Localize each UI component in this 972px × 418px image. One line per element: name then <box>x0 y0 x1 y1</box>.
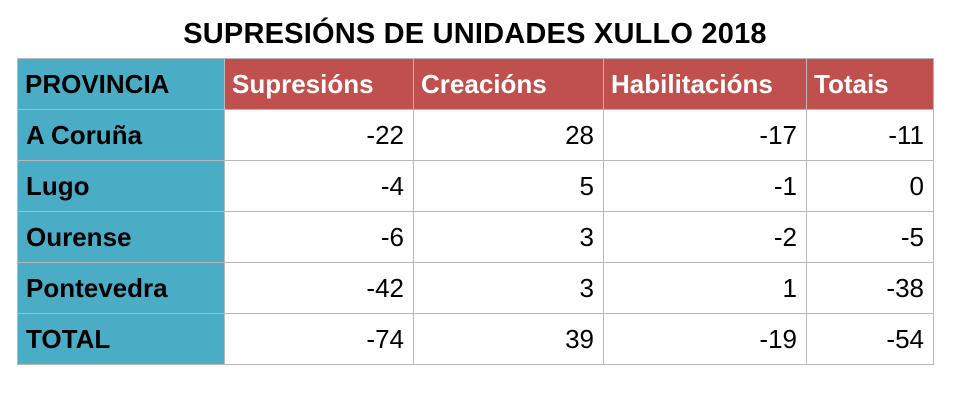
creacions-cell: 3 <box>413 211 604 263</box>
header-totais: Totais <box>806 58 934 110</box>
habilitacions-cell: 1 <box>603 262 807 314</box>
supresions-cell: -6 <box>224 211 414 263</box>
totais-cell: -5 <box>806 211 934 263</box>
table-row: A Coruña -22 28 -17 -11 <box>17 109 934 161</box>
province-cell: TOTAL <box>17 313 225 365</box>
table-row: Ourense -6 3 -2 -5 <box>17 211 934 263</box>
totais-cell: -38 <box>806 262 934 314</box>
table-total-row: TOTAL -74 39 -19 -54 <box>17 313 934 365</box>
habilitacions-cell: -1 <box>603 160 807 212</box>
header-supresions: Supresións <box>224 58 414 110</box>
creacions-cell: 3 <box>413 262 604 314</box>
creacions-cell: 5 <box>413 160 604 212</box>
header-habilitacions: Habilitacións <box>603 58 807 110</box>
totais-cell: -11 <box>806 109 934 161</box>
supresions-cell: -22 <box>224 109 414 161</box>
supresions-cell: -74 <box>224 313 414 365</box>
table-row: Lugo -4 5 -1 0 <box>17 160 934 212</box>
header-creacions: Creacións <box>413 58 604 110</box>
units-table: PROVINCIA Supresións Creacións Habilitac… <box>17 58 934 365</box>
totais-cell: 0 <box>806 160 934 212</box>
habilitacions-cell: -17 <box>603 109 807 161</box>
creacions-cell: 28 <box>413 109 604 161</box>
province-cell: A Coruña <box>17 109 225 161</box>
province-cell: Pontevedra <box>17 262 225 314</box>
province-cell: Ourense <box>17 211 225 263</box>
document-title: SUPRESIÓNS DE UNIDADES XULLO 2018 <box>183 18 767 50</box>
table-header-row: PROVINCIA Supresións Creacións Habilitac… <box>17 58 934 110</box>
supresions-cell: -42 <box>224 262 414 314</box>
habilitacions-cell: -2 <box>603 211 807 263</box>
table-row: Pontevedra -42 3 1 -38 <box>17 262 934 314</box>
supresions-cell: -4 <box>224 160 414 212</box>
totais-cell: -54 <box>806 313 934 365</box>
habilitacions-cell: -19 <box>603 313 807 365</box>
province-cell: Lugo <box>17 160 225 212</box>
header-provincia: PROVINCIA <box>17 58 225 110</box>
creacions-cell: 39 <box>413 313 604 365</box>
